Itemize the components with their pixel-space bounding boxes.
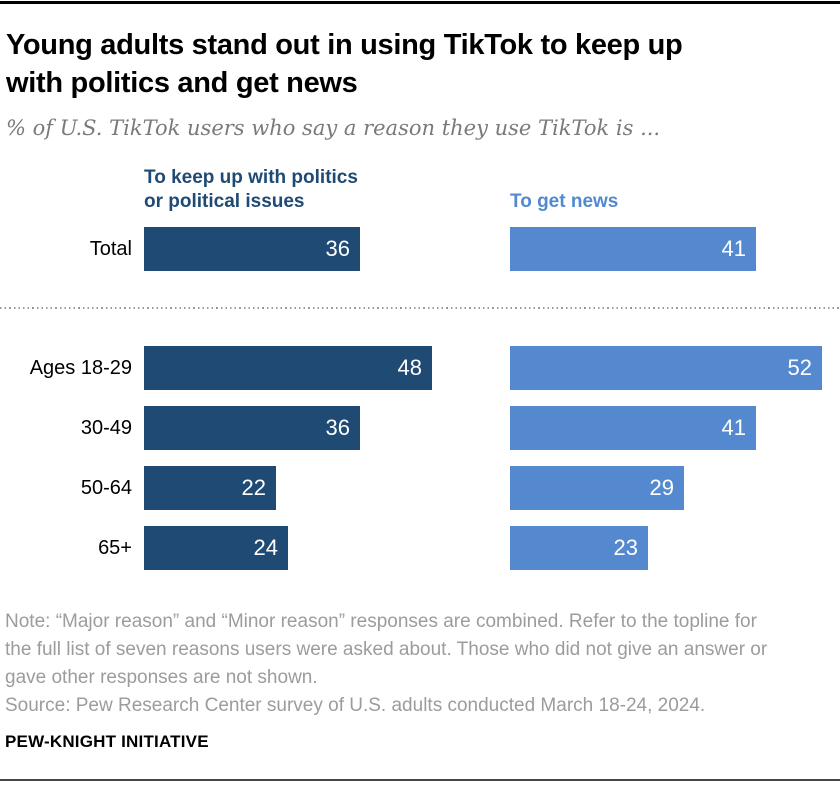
category-label: 50-64: [80, 477, 132, 499]
page-title: Young adults stand out in using TikTok t…: [6, 26, 834, 102]
chart-row: 50-64 22 29: [0, 466, 840, 510]
bar-chart: Total 36 41 Ages 18-29 48 52 30-49 36 41…: [0, 227, 840, 570]
politics-bar-value: 36: [325, 415, 350, 440]
politics-bar-value: 24: [253, 535, 278, 560]
news-bar: 23: [510, 526, 648, 570]
politics-bar: 48: [144, 346, 432, 390]
news-bar: 41: [510, 406, 756, 450]
politics-bar: 24: [144, 526, 288, 570]
politics-bar-value: 22: [241, 475, 266, 500]
politics-bar-value: 48: [397, 355, 422, 380]
chart-row: Total 36 41: [0, 227, 840, 271]
age-rows-section: Ages 18-29 48 52 30-49 36 41 50-64 22 29…: [0, 346, 840, 570]
news-bar: 29: [510, 466, 684, 510]
category-label: Ages 18-29: [29, 357, 132, 379]
category-label: 65+: [98, 537, 132, 559]
politics-bar: 22: [144, 466, 276, 510]
bottom-rule: [0, 779, 840, 781]
politics-bar: 36: [144, 406, 360, 450]
note-line-2: the full list of seven reasons users wer…: [5, 639, 768, 660]
note-line-1: Note: “Major reason” and “Minor reason” …: [5, 611, 757, 632]
news-bar: 41: [510, 227, 756, 271]
chart-row: 30-49 36 41: [0, 406, 840, 450]
news-bar-value: 23: [613, 535, 638, 560]
footnotes: Note: “Major reason” and “Minor reason” …: [5, 608, 805, 720]
chart-subtitle: % of U.S. TikTok users who say a reason …: [6, 116, 661, 140]
politics-bar: 36: [144, 227, 360, 271]
top-rule: [0, 1, 840, 4]
legend-news: To get news: [510, 191, 619, 212]
news-bar-value: 41: [721, 236, 746, 261]
chart-row: Ages 18-29 48 52: [0, 346, 840, 390]
legend-politics: To keep up with politics or political is…: [144, 166, 358, 214]
category-label: 30-49: [80, 417, 132, 439]
legend-politics-line-2: or political issues: [144, 191, 305, 212]
source-line: Source: Pew Research Center survey of U.…: [5, 695, 706, 716]
brand-label: PEW-KNIGHT INITIATIVE: [5, 732, 209, 751]
chart-row: 65+ 24 23: [0, 526, 840, 570]
news-bar-value: 52: [787, 355, 812, 380]
dotted-divider: [0, 307, 840, 309]
politics-bar-value: 36: [325, 236, 350, 261]
news-bar-value: 41: [721, 415, 746, 440]
page-title-line-1: Young adults stand out in using TikTok t…: [6, 29, 683, 61]
legend-politics-line-1: To keep up with politics: [144, 167, 358, 188]
news-bar: 52: [510, 346, 822, 390]
total-row-section: Total 36 41: [0, 227, 840, 271]
page-title-line-2: with politics and get news: [6, 67, 358, 99]
note-line-3: gave other responses are not shown.: [5, 667, 318, 688]
news-bar-value: 29: [649, 475, 674, 500]
category-label: Total: [89, 238, 132, 260]
